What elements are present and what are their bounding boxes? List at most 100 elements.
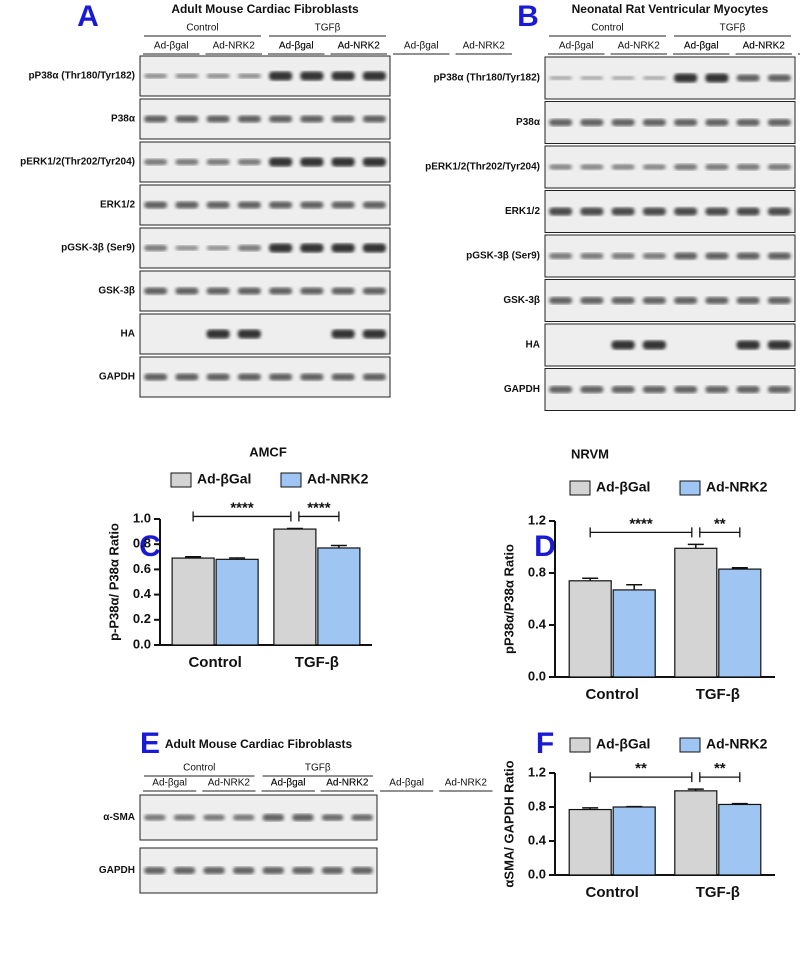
y-tick-label: 0.4	[133, 586, 152, 601]
lane-label: Ad-NRK2	[338, 41, 381, 52]
error-bar	[229, 557, 246, 560]
row-label: GAPDH	[99, 865, 135, 876]
y-tick-label: 0.0	[528, 668, 546, 683]
lane-label: Ad-βgal	[154, 41, 189, 52]
bar	[317, 547, 361, 646]
row-label: ERK1/2	[100, 200, 135, 211]
row-label: HA	[121, 329, 135, 340]
panel-letter: E	[140, 727, 160, 760]
lane-label: Ad-NRK2	[743, 41, 786, 52]
band	[300, 157, 324, 167]
band	[237, 115, 261, 123]
lane-label: Ad-NRK2	[743, 41, 786, 52]
legend-swatch	[679, 480, 701, 496]
band	[736, 119, 760, 126]
band	[736, 207, 760, 216]
band	[173, 814, 196, 821]
band	[642, 76, 666, 80]
band	[767, 207, 791, 216]
legend-swatch	[280, 472, 302, 488]
y-tick-label: 0.8	[133, 536, 151, 551]
band	[262, 867, 285, 874]
band	[611, 253, 635, 259]
legend-label: Ad-NRK2	[307, 471, 369, 487]
band	[269, 287, 293, 295]
blot-title: Adult Mouse Cardiac Fibroblasts	[171, 2, 359, 16]
band	[362, 201, 386, 209]
error-bar	[330, 544, 347, 548]
legend-label: Ad-βGal	[596, 479, 650, 495]
band	[549, 386, 573, 393]
band	[292, 814, 314, 821]
band	[300, 71, 324, 81]
band	[144, 159, 168, 165]
y-tick-label: 0.4	[528, 616, 547, 631]
legend-label: Ad-βGal	[596, 736, 650, 752]
lane-label: Ad-βgal	[152, 778, 187, 789]
bar	[568, 580, 612, 678]
y-axis-label: αSMA/ GAPDH Ratio	[501, 760, 516, 887]
band	[173, 867, 196, 874]
error-bar	[582, 577, 599, 581]
bar	[568, 808, 612, 876]
error-bar	[731, 802, 748, 805]
band	[362, 373, 386, 381]
band	[269, 71, 293, 81]
group-label: TGFβ	[315, 23, 341, 34]
band	[175, 373, 199, 381]
row-label: α-SMA	[103, 812, 135, 823]
band	[144, 373, 168, 381]
band	[300, 373, 324, 381]
band	[206, 329, 230, 339]
band	[642, 297, 666, 304]
lane-label: Ad-βgal	[389, 778, 424, 789]
band	[206, 245, 230, 251]
error-bar	[582, 807, 599, 810]
significance: ****	[230, 499, 254, 516]
band	[674, 386, 698, 393]
band	[767, 164, 791, 170]
band	[300, 287, 324, 295]
band	[611, 164, 635, 170]
row-label: HA	[526, 340, 540, 351]
band	[262, 814, 285, 821]
legend-swatch	[170, 472, 192, 488]
band	[144, 201, 168, 209]
band	[237, 159, 261, 165]
y-tick-label: 0.6	[133, 561, 151, 576]
band	[232, 867, 255, 874]
band	[144, 115, 168, 123]
blot-title: Adult Mouse Cardiac Fibroblasts	[165, 737, 353, 751]
lane-label: Ad-βgal	[271, 778, 306, 789]
y-axis-label: pP38α/P38α Ratio	[501, 544, 516, 654]
bar	[612, 589, 656, 678]
error-bar	[731, 567, 748, 570]
x-tick-label: Control	[188, 654, 241, 671]
band	[331, 157, 355, 167]
band	[362, 157, 386, 167]
lane-label: Ad-βgal	[559, 41, 594, 52]
band	[237, 287, 261, 295]
significance: ****	[629, 515, 653, 532]
band	[331, 201, 355, 209]
error-bar	[185, 556, 202, 559]
lane-label: Ad-NRK2	[213, 41, 256, 52]
lane-label: Ad-βgal	[279, 41, 314, 52]
band	[580, 297, 604, 304]
band	[237, 373, 261, 381]
bar	[674, 547, 718, 678]
band	[237, 329, 261, 339]
row-label: pERK1/2(Thr202/Tyr204)	[20, 157, 135, 168]
band	[736, 386, 760, 393]
lane-label: Ad-NRK2	[338, 41, 381, 52]
band	[351, 867, 373, 874]
band	[705, 207, 729, 216]
band	[362, 243, 386, 253]
band	[175, 245, 199, 251]
x-tick-label: TGF-β	[696, 884, 740, 901]
band	[331, 115, 355, 123]
band	[321, 814, 344, 821]
band	[175, 73, 199, 79]
band	[705, 297, 729, 304]
band	[331, 287, 355, 295]
